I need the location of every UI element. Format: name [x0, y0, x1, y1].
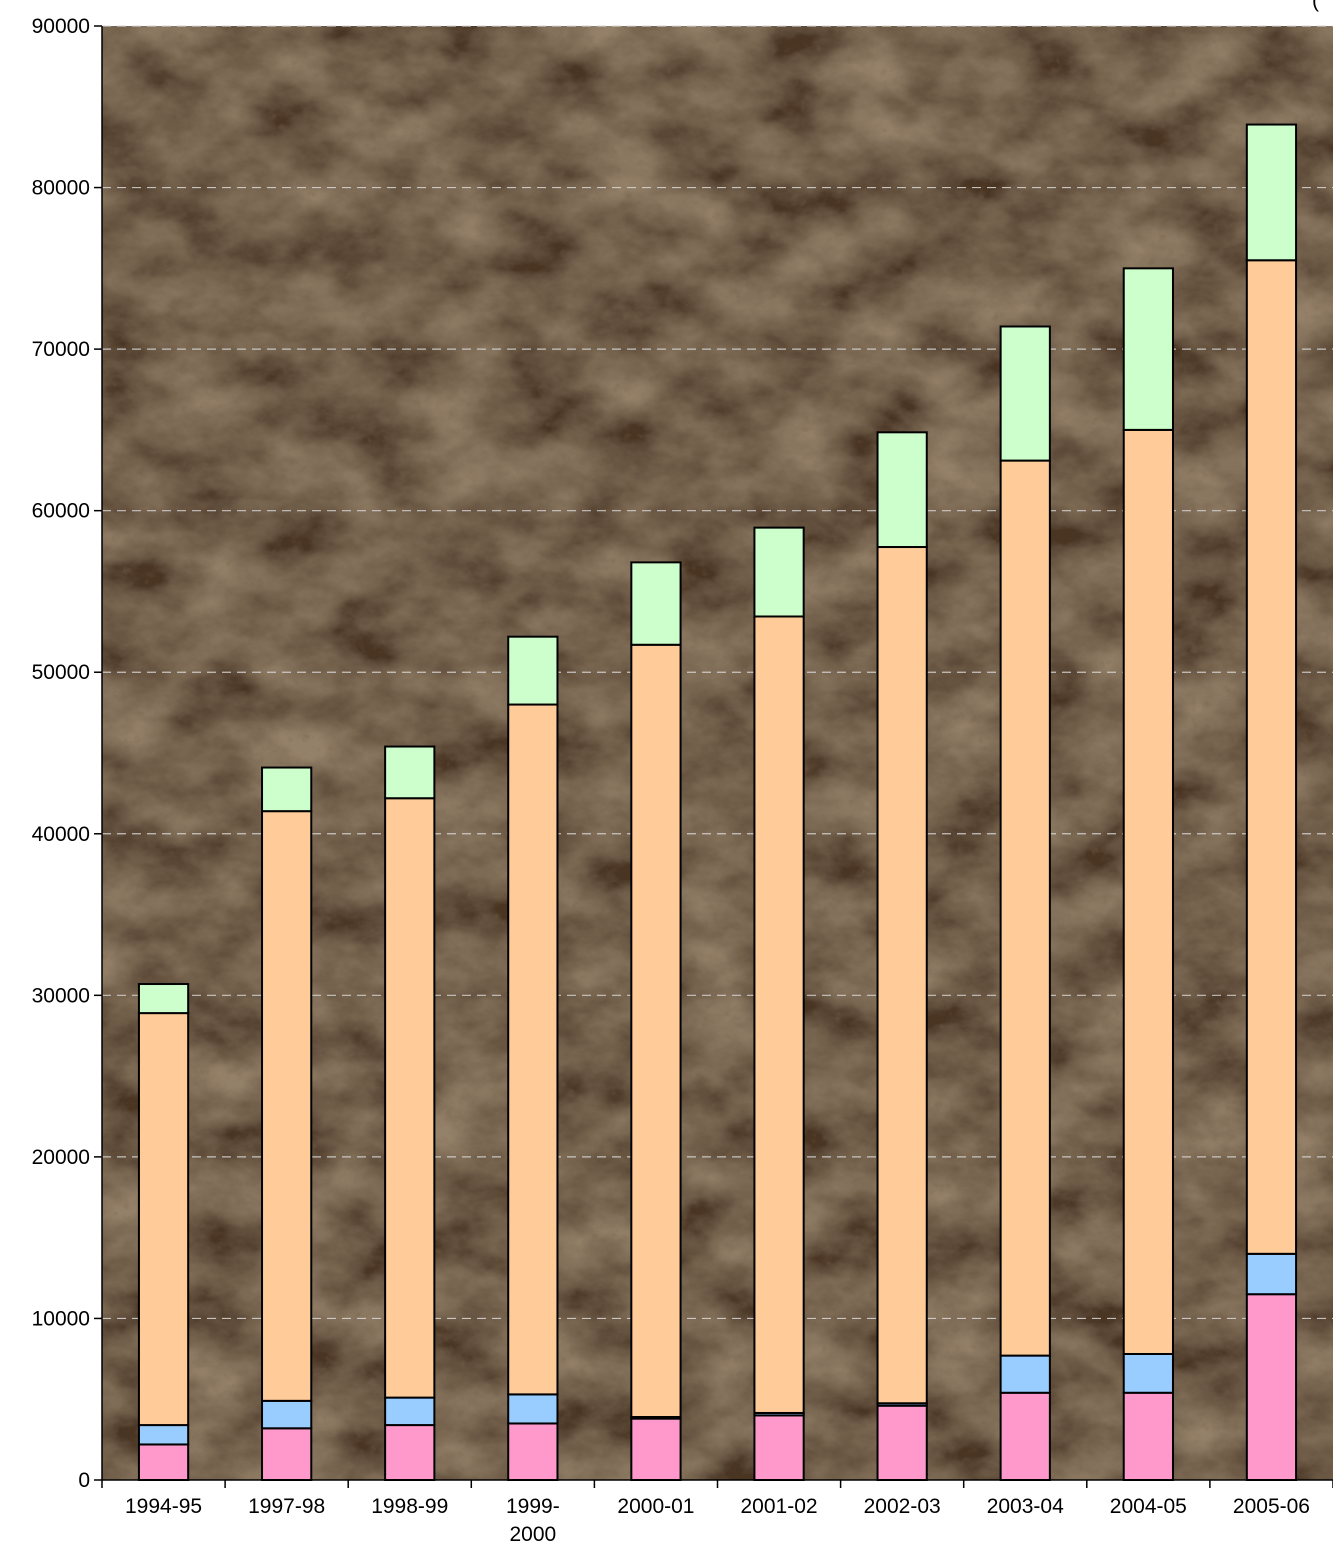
x-tick-label: 1994-95: [125, 1495, 202, 1518]
axes: [94, 25, 1333, 1488]
bar-segment: [1245, 259, 1298, 1255]
y-tick-label: 0: [78, 1469, 90, 1492]
bar-segment: [999, 1354, 1051, 1394]
x-tick-label: 1998-99: [371, 1495, 448, 1518]
bar-stack: [261, 766, 313, 1482]
x-tick-label: 2001-02: [741, 1495, 818, 1518]
tick-labels: 0 10000 20000 30000 40000 50000 60000 70000 8000…: [32, 15, 1310, 1546]
bar-stack: [384, 745, 436, 1482]
y-tick-label: 10000: [32, 1307, 90, 1330]
bar-segment: [1245, 1252, 1298, 1296]
bar-segment: [507, 1422, 559, 1482]
bar-segment: [1245, 1293, 1298, 1481]
y-tick-label: 70000: [32, 338, 90, 361]
corner-note: (: [1312, 0, 1319, 12]
x-tick-label: 1997-98: [248, 1495, 325, 1518]
bar-segment: [261, 1399, 313, 1430]
bar-segment: [1122, 1352, 1174, 1394]
bar-stack: [1245, 123, 1298, 1481]
bar-segment: [1122, 267, 1174, 431]
bar-stack: [507, 635, 559, 1482]
bar-segment: [876, 431, 928, 549]
bars: [137, 123, 1298, 1482]
bar-segment: [137, 1012, 190, 1427]
bar-segment: [876, 1404, 928, 1481]
bar-segment: [1245, 123, 1298, 262]
bar-segment: [1122, 428, 1174, 1355]
bar-segment: [137, 1443, 190, 1481]
bar-segment: [137, 1424, 190, 1446]
bar-segment: [999, 1391, 1051, 1482]
y-tick-label: 30000: [32, 984, 90, 1007]
bar-segment: [753, 615, 805, 1414]
x-tick-label: 2005-06: [1233, 1495, 1310, 1518]
bar-segment: [384, 797, 436, 1399]
bar-stack: [630, 561, 682, 1481]
bar-segment: [384, 1424, 436, 1482]
bar-segment: [1122, 1391, 1174, 1482]
bar-segment: [753, 1414, 805, 1482]
bar-segment: [137, 983, 190, 1015]
bar-segment: [507, 1393, 559, 1425]
bar-stack: [999, 325, 1051, 1482]
x-tick-label: 2002-03: [864, 1495, 941, 1518]
y-tick-label: 60000: [32, 500, 90, 523]
y-tick-label: 80000: [32, 177, 90, 200]
bar-segment: [630, 561, 682, 646]
bar-segment: [630, 643, 682, 1418]
bar-segment: [261, 766, 313, 813]
bar-segment: [507, 635, 559, 706]
y-tick-label: 20000: [32, 1146, 90, 1169]
bar-segment: [876, 546, 928, 1405]
y-tick-label: 90000: [32, 15, 90, 38]
bar-stack: [753, 526, 805, 1482]
x-tick-label: 2003-04: [987, 1495, 1064, 1518]
bar-segment: [384, 1396, 436, 1427]
bar-segment: [999, 459, 1051, 1357]
y-tick-label: 50000: [32, 661, 90, 684]
bar-stack: [1122, 267, 1174, 1482]
bar-segment: [507, 703, 559, 1396]
x-tick-label: 1999-2000: [506, 1495, 560, 1546]
bar-segment: [753, 526, 805, 618]
bar-segment: [384, 745, 436, 800]
x-tick-label: 2000-01: [617, 1495, 694, 1518]
bar-segment: [261, 1427, 313, 1482]
bar-stack: [137, 983, 190, 1481]
x-tick-label: 2004-05: [1110, 1495, 1187, 1518]
bar-segment: [261, 810, 313, 1402]
bar-stack: [876, 431, 928, 1481]
bar-segment: [630, 1417, 682, 1481]
bar-segment: [999, 325, 1051, 462]
y-tick-label: 40000: [32, 823, 90, 846]
